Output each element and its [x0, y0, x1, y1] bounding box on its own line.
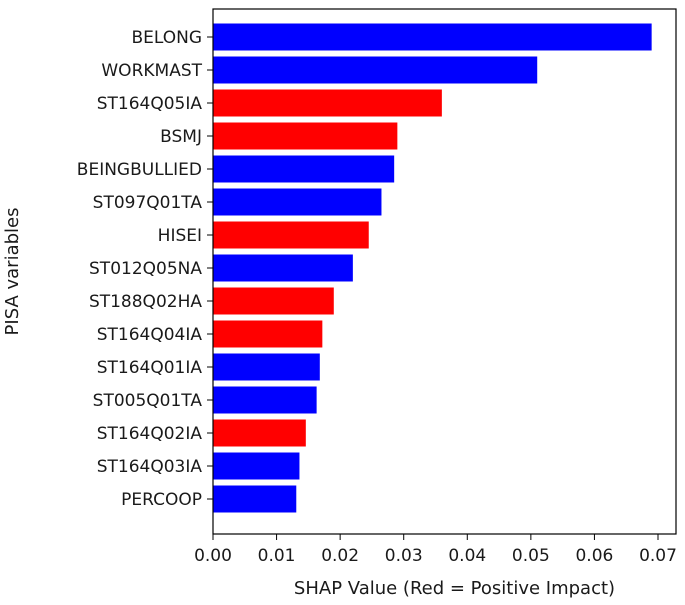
bar-st164q01ia — [213, 353, 320, 381]
bar-st164q04ia — [213, 320, 323, 348]
bar-belong — [213, 23, 652, 51]
y-tick-label: ST012Q05NA — [89, 259, 202, 279]
y-tick-label: BSMJ — [160, 127, 202, 147]
x-tick-label: 0.01 — [258, 546, 296, 566]
x-tick-label: 0.03 — [385, 546, 423, 566]
x-tick-label: 0.02 — [321, 546, 359, 566]
bar-workmast — [213, 56, 538, 84]
y-tick-label: ST164Q04IA — [97, 325, 203, 345]
x-axis-label: SHAP Value (Red = Positive Impact) — [294, 578, 615, 599]
y-tick-label: ST164Q03IA — [97, 457, 203, 477]
bar-st164q05ia — [213, 89, 442, 117]
bar-st164q03ia — [213, 452, 300, 480]
bar-beingbullied — [213, 155, 395, 183]
y-tick-label: ST188Q02HA — [89, 292, 202, 312]
x-tick-label: 0.05 — [512, 546, 550, 566]
bars-group — [213, 23, 652, 513]
x-tick-label: 0.04 — [448, 546, 486, 566]
bar-bsmj — [213, 122, 398, 150]
y-tick-label: HISEI — [158, 226, 202, 246]
y-tick-label: PERCOOP — [121, 490, 202, 510]
y-tick-label: BELONG — [131, 28, 202, 48]
bar-st005q01ta — [213, 386, 317, 414]
bar-st097q01ta — [213, 188, 382, 216]
y-tick-label: ST005Q01TA — [93, 391, 203, 411]
y-axis-label: PISA variables — [2, 208, 23, 336]
y-tick-label: ST097Q01TA — [93, 193, 203, 213]
y-tick-label: ST164Q01IA — [97, 358, 203, 378]
bar-percoop — [213, 485, 297, 513]
bar-hisei — [213, 221, 369, 249]
y-tick-labels: BELONG WORKMAST ST164Q05IA BSMJ BEINGBULLIED… — [77, 28, 213, 510]
y-tick-label: ST164Q05IA — [97, 94, 203, 114]
x-ticks-group: 0.00 0.01 0.02 0.03 0.04 0.05 0.06 0.07 — [194, 534, 677, 566]
y-tick-label: WORKMAST — [101, 61, 202, 81]
y-tick-label: ST164Q02IA — [97, 424, 203, 444]
x-tick-label: 0.07 — [639, 546, 677, 566]
bar-st164q02ia — [213, 419, 306, 447]
x-tick-label: 0.06 — [575, 546, 613, 566]
bar-st012q05na — [213, 254, 353, 282]
plot-frame — [212, 8, 677, 535]
bar-st188q02ha — [213, 287, 334, 315]
x-tick-label: 0.00 — [194, 546, 232, 566]
y-tick-label: BEINGBULLIED — [77, 160, 202, 180]
